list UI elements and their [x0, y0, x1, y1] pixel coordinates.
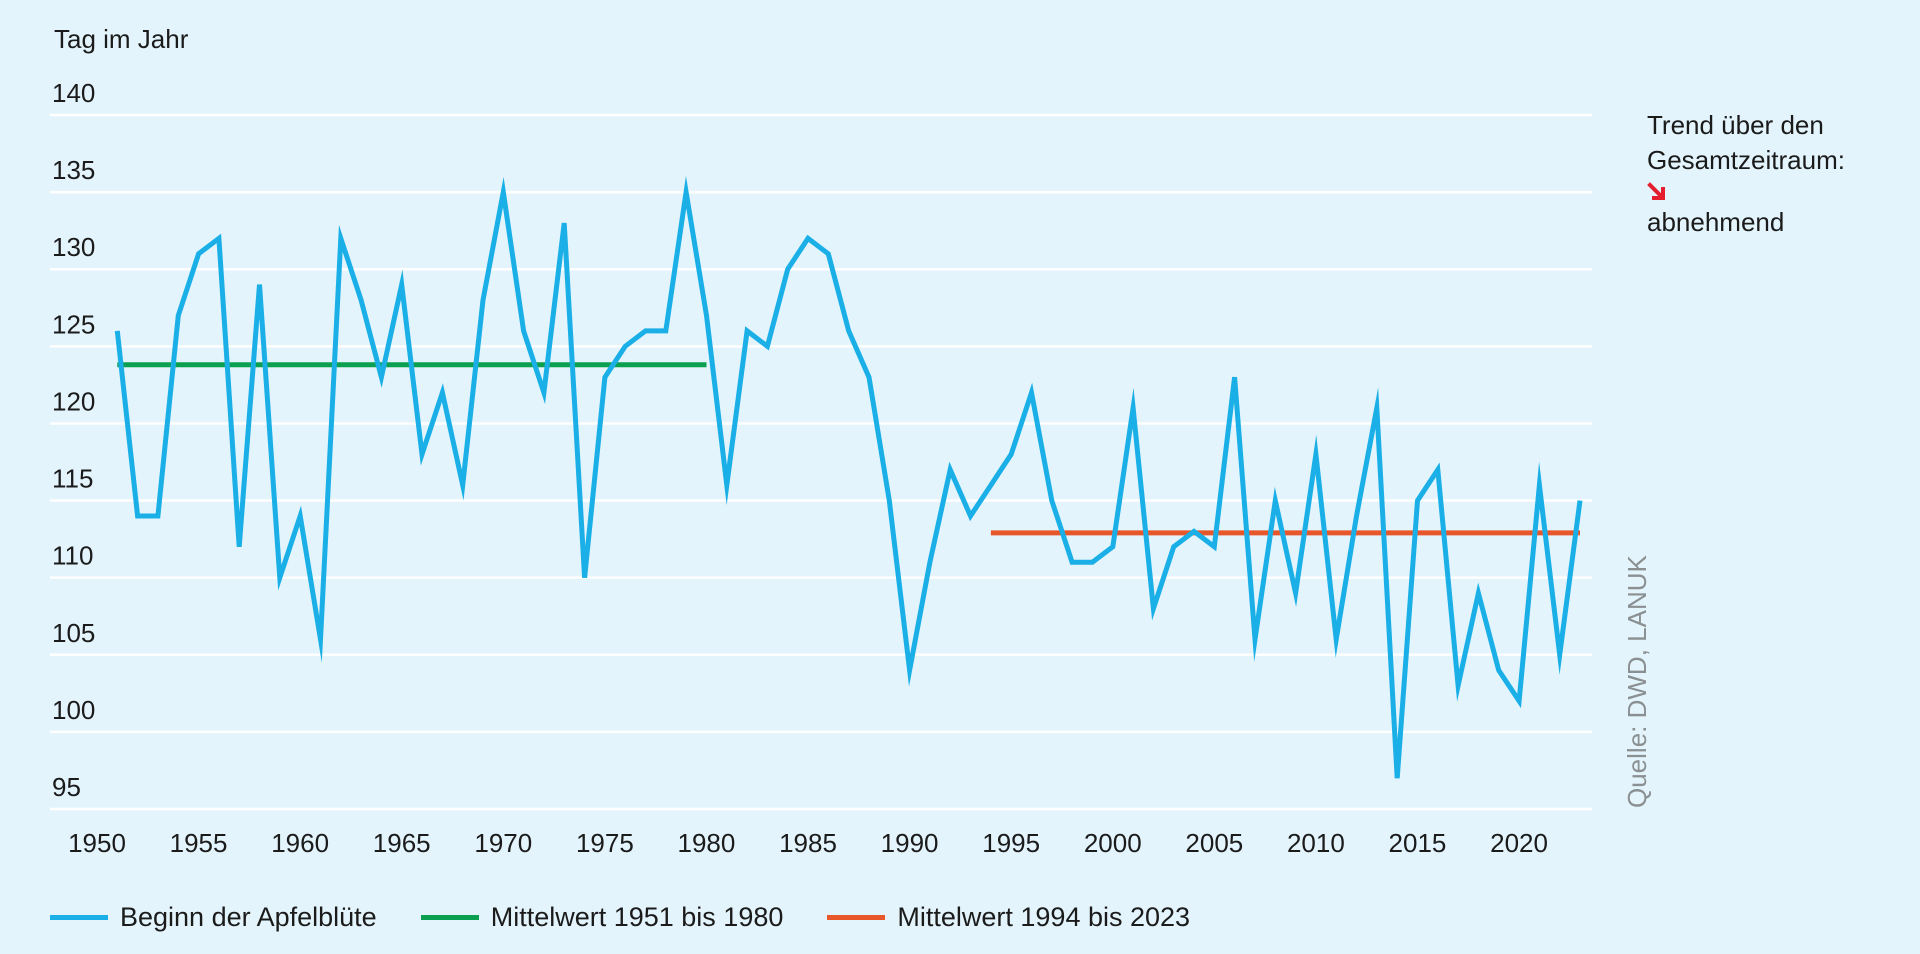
- x-tick-label: 1950: [68, 828, 126, 858]
- x-axis-ticks: 1950 1955 1960 1965 1970 1975 1980 1985 1990 1995…: [68, 828, 1548, 858]
- trend-note: Trend über den Gesamtzeitraum: abnehmend: [1647, 108, 1845, 240]
- y-axis-ticks: 95 100 105 110 115 120 125 130 135 140: [52, 78, 95, 802]
- x-tick-label: 1995: [982, 828, 1040, 858]
- arrow-down-right-icon: [1647, 182, 1665, 200]
- y-tick-label: 110: [52, 541, 93, 571]
- y-tick-label: 95: [52, 772, 81, 802]
- x-tick-label: 1990: [881, 828, 939, 858]
- trend-line-1: Trend über den: [1647, 110, 1824, 140]
- x-tick-label: 2005: [1185, 828, 1243, 858]
- trend-direction: abnehmend: [1647, 207, 1785, 237]
- x-tick-label: 1980: [678, 828, 736, 858]
- trend-line-2: Gesamtzeitraum:: [1647, 145, 1845, 175]
- x-tick-label: 1955: [170, 828, 228, 858]
- y-tick-label: 130: [52, 232, 95, 262]
- legend-label: Mittelwert 1994 bis 2023: [897, 902, 1191, 932]
- y-tick-label: 140: [52, 78, 95, 108]
- legend-item-mittelwert-1994-2023: Mittelwert 1994 bis 2023: [827, 902, 1190, 933]
- x-tick-label: 2020: [1490, 828, 1548, 858]
- legend-swatch: [827, 915, 886, 920]
- legend: Beginn der Apfelblüte Mittelwert 1951 bi…: [50, 902, 1234, 933]
- gridlines: [50, 113, 1592, 811]
- legend-swatch: [420, 915, 479, 920]
- x-tick-label: 2000: [1084, 828, 1142, 858]
- source-credit: Quelle: DWD, LANUK: [1622, 555, 1652, 808]
- series-line-apfelbluete: [114, 175, 1583, 779]
- x-tick-label: 2010: [1287, 828, 1345, 858]
- legend-item-mittelwert-1951-1980: Mittelwert 1951 bis 1980: [420, 902, 784, 933]
- x-tick-label: 1975: [576, 828, 634, 858]
- y-tick-label: 125: [52, 309, 95, 339]
- y-axis-label: Tag im Jahr: [54, 24, 189, 54]
- y-tick-label: 100: [52, 695, 95, 725]
- y-tick-label: 115: [52, 464, 93, 494]
- series-lines: [114, 175, 1583, 779]
- x-tick-label: 1965: [373, 828, 431, 858]
- y-tick-label: 105: [52, 618, 95, 648]
- y-tick-label: 120: [52, 386, 95, 416]
- x-tick-label: 2015: [1389, 828, 1447, 858]
- legend-swatch: [50, 915, 108, 920]
- y-tick-label: 135: [52, 155, 95, 185]
- x-tick-label: 1985: [779, 828, 837, 858]
- legend-label: Mittelwert 1951 bis 1980: [490, 902, 784, 932]
- x-tick-label: 1970: [474, 828, 532, 858]
- legend-label: Beginn der Apfelblüte: [120, 902, 377, 932]
- x-tick-label: 1960: [271, 828, 329, 858]
- legend-item-apfelbluete: Beginn der Apfelblüte: [50, 902, 377, 933]
